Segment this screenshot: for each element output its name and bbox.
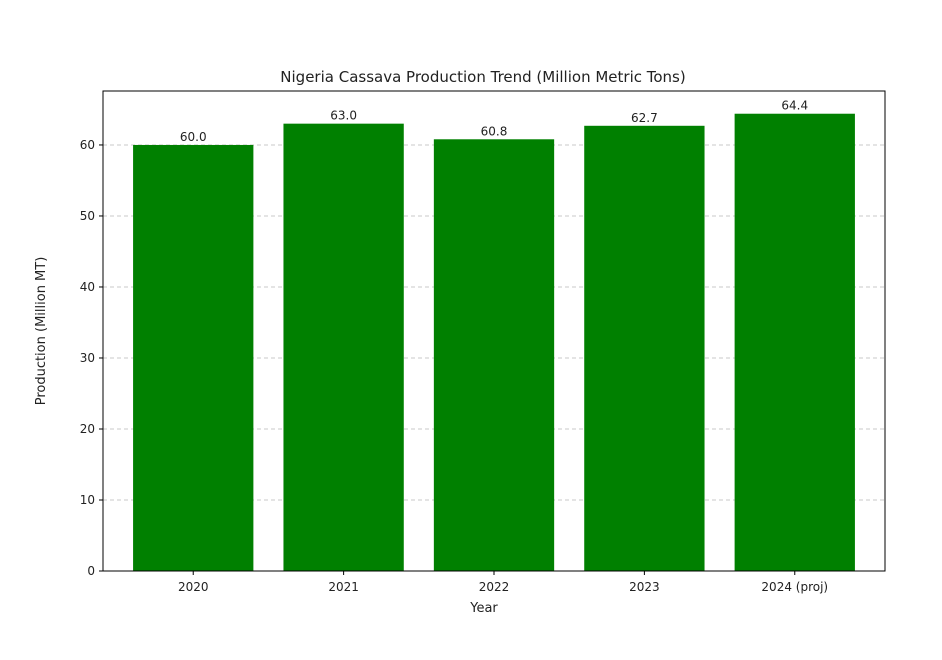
x-axis-ticks: 2020 2021 2022 2023 2024 (proj) xyxy=(178,571,828,594)
bar xyxy=(133,144,254,572)
y-tick-label: 50 xyxy=(80,209,95,223)
data-label: 60.0 xyxy=(180,130,207,144)
x-axis-label: Year xyxy=(469,601,498,616)
y-axis-ticks: 0 10 20 30 40 50 60 xyxy=(80,138,103,578)
y-axis-label: Production (Million MT) xyxy=(34,257,49,406)
y-tick-label: 40 xyxy=(80,280,95,294)
y-tick-label: 0 xyxy=(87,564,95,578)
y-tick-label: 10 xyxy=(80,493,95,507)
y-tick-label: 20 xyxy=(80,422,95,436)
data-labels: 60.0 63.0 60.8 62.7 64.4 xyxy=(180,99,808,144)
y-tick-label: 60 xyxy=(80,138,95,152)
bar xyxy=(433,139,555,571)
bar xyxy=(283,123,404,571)
x-tick-label: 2020 xyxy=(178,580,209,594)
bar xyxy=(584,125,705,571)
data-label: 62.7 xyxy=(631,111,658,125)
bars xyxy=(133,113,855,572)
bar xyxy=(734,113,855,571)
chart-title: Nigeria Cassava Production Trend (Millio… xyxy=(280,68,685,86)
x-tick-label: 2024 (proj) xyxy=(761,580,828,594)
y-tick-label: 30 xyxy=(80,351,95,365)
data-label: 64.4 xyxy=(781,99,808,113)
x-tick-label: 2023 xyxy=(629,580,660,594)
data-label: 60.8 xyxy=(481,124,508,138)
x-tick-label: 2022 xyxy=(479,580,510,594)
data-label: 63.0 xyxy=(330,109,357,123)
x-tick-label: 2021 xyxy=(328,580,359,594)
plot-frame xyxy=(102,90,886,572)
